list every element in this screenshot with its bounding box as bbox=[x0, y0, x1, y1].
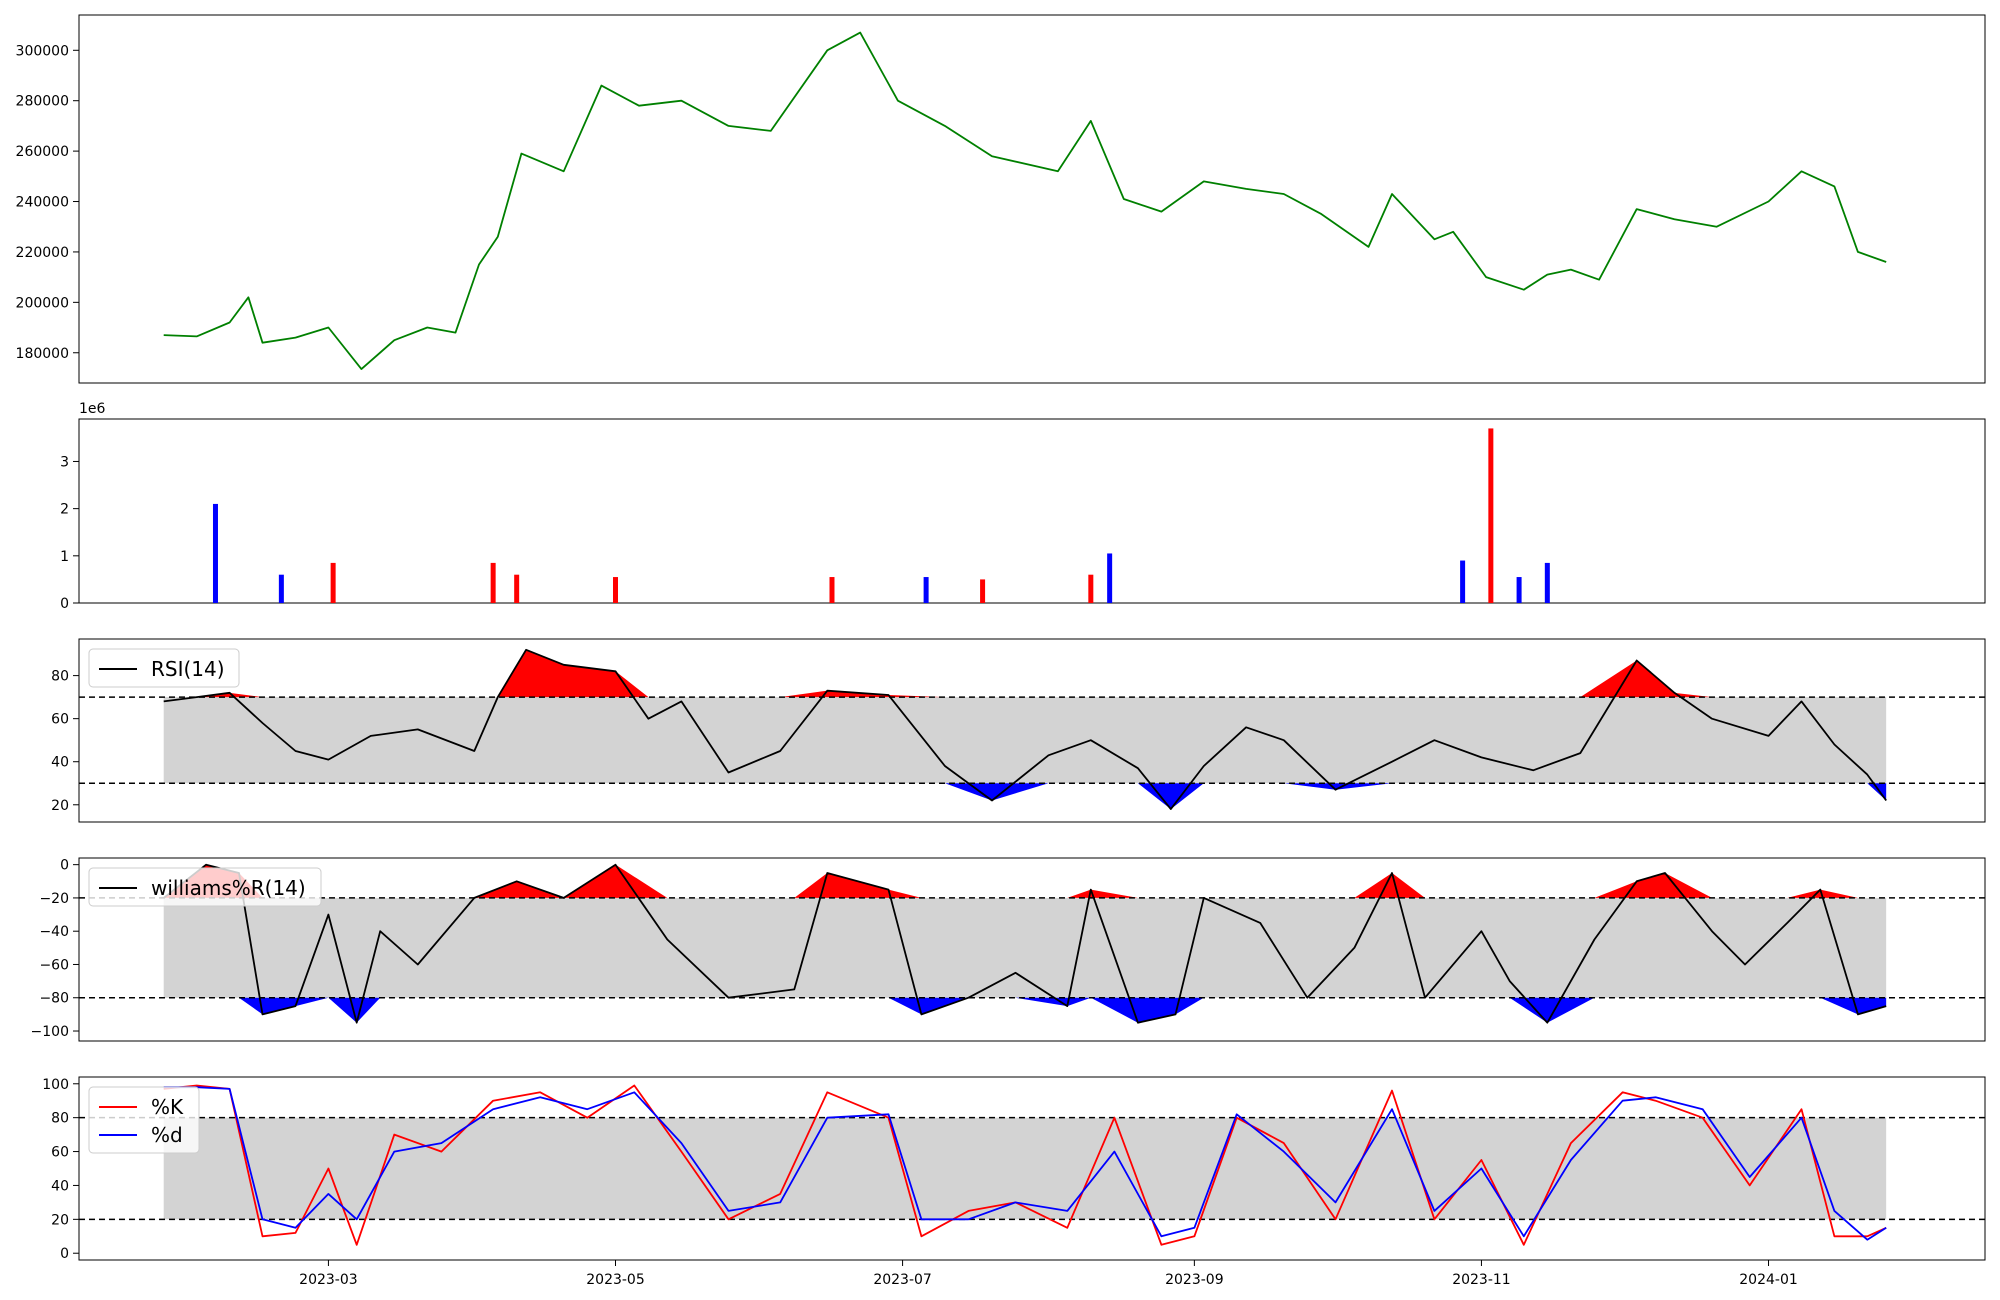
x-tick-label: 2024-01 bbox=[1739, 1272, 1798, 1288]
y-tick-label: 20 bbox=[51, 798, 69, 814]
y-multiplier-label: 1e6 bbox=[79, 401, 106, 417]
series-line bbox=[163, 863, 1887, 1024]
y-tick-label: 3 bbox=[60, 454, 69, 470]
panel-frame bbox=[78, 857, 1986, 1042]
y-tick-label: 280000 bbox=[16, 94, 69, 110]
series-line bbox=[163, 31, 1887, 370]
y-tick-label: −80 bbox=[39, 991, 69, 1007]
y-tick-label: −20 bbox=[39, 891, 69, 907]
panel-frame bbox=[78, 638, 1986, 823]
x-tick-label: 2023-07 bbox=[873, 1272, 932, 1288]
neutral-band bbox=[163, 1117, 1887, 1220]
y-tick-label: −100 bbox=[31, 1024, 69, 1040]
x-tick-label: 2023-09 bbox=[1165, 1272, 1224, 1288]
y-tick-label: 60 bbox=[51, 712, 69, 728]
y-tick-label: 260000 bbox=[16, 144, 69, 160]
stochastic-panel: 0 20 40 60 80 100 %K %d bbox=[42, 1076, 1986, 1262]
neutral-band bbox=[163, 697, 1887, 784]
y-tick-label: 240000 bbox=[16, 195, 69, 211]
volume-bar bbox=[278, 574, 284, 603]
rsi-panel: 20 40 60 80 RSI(14) bbox=[51, 638, 1986, 823]
y-tick-label: 1 bbox=[60, 549, 69, 565]
y-tick-label: 2 bbox=[60, 502, 69, 518]
overbought-fill bbox=[163, 649, 1887, 698]
y-tick-label: 0 bbox=[60, 1246, 69, 1262]
price-panel: 180000 200000 220000 240000 260000 280000 3000… bbox=[16, 14, 1986, 384]
volume-bar bbox=[980, 579, 986, 603]
x-tick-label: 2023-11 bbox=[1452, 1272, 1511, 1288]
volume-bar bbox=[1516, 577, 1522, 603]
volume-bar bbox=[514, 574, 520, 603]
y-tick-label: 180000 bbox=[16, 346, 69, 362]
series-line bbox=[163, 648, 1887, 810]
overbought-fill bbox=[163, 864, 1887, 898]
williams-panel: 0 −20 −40 −60 −80 −100 williams%R(14) bbox=[31, 857, 1986, 1042]
panel-frame bbox=[78, 1076, 1986, 1261]
volume-bar bbox=[330, 562, 336, 603]
y-tick-label: 100 bbox=[42, 1077, 69, 1093]
volume-bar bbox=[829, 577, 835, 603]
volume-bar bbox=[490, 562, 496, 603]
volume-bar bbox=[1460, 560, 1466, 603]
y-tick-label: 80 bbox=[51, 1111, 69, 1127]
legend-box bbox=[88, 648, 240, 688]
volume-bar bbox=[1088, 574, 1094, 603]
legend-label: williams%R(14) bbox=[151, 876, 306, 900]
y-tick-label: 80 bbox=[51, 669, 69, 685]
x-axis: 2023-03 2023-05 2023-07 2023-09 2023-11 2024-… bbox=[299, 1260, 1798, 1288]
panel-frame bbox=[78, 14, 1986, 384]
volume-bar bbox=[923, 577, 929, 603]
volume-bar bbox=[1107, 553, 1113, 603]
x-tick-label: 2023-03 bbox=[299, 1272, 358, 1288]
legend-label: %K bbox=[151, 1095, 184, 1119]
y-tick-label: 300000 bbox=[16, 43, 69, 59]
volume-bar bbox=[1544, 562, 1550, 603]
y-tick-label: 220000 bbox=[16, 245, 69, 261]
y-tick-label: 60 bbox=[51, 1145, 69, 1161]
y-tick-label: 20 bbox=[51, 1212, 69, 1228]
y-tick-label: −40 bbox=[39, 924, 69, 940]
y-tick-label: −60 bbox=[39, 957, 69, 973]
volume-bar bbox=[212, 503, 218, 603]
neutral-band bbox=[163, 897, 1887, 998]
series-line bbox=[163, 1086, 1887, 1241]
volume-panel: 0 1 2 3 1e6 bbox=[60, 401, 1986, 612]
legend-label: %d bbox=[151, 1123, 183, 1147]
panel-frame bbox=[78, 418, 1986, 604]
x-tick-label: 2023-05 bbox=[586, 1272, 645, 1288]
legend-box bbox=[88, 867, 322, 907]
y-tick-label: 0 bbox=[60, 858, 69, 874]
y-tick-label: 40 bbox=[51, 1178, 69, 1194]
oversold-fill bbox=[163, 997, 1887, 1023]
oversold-fill bbox=[163, 783, 1887, 810]
y-tick-label: 40 bbox=[51, 755, 69, 771]
volume-bar bbox=[1488, 428, 1494, 603]
y-tick-label: 200000 bbox=[16, 295, 69, 311]
legend-label: RSI(14) bbox=[151, 657, 225, 681]
legend-box bbox=[88, 1086, 200, 1154]
volume-bar bbox=[613, 577, 619, 603]
y-tick-label: 0 bbox=[60, 596, 69, 612]
